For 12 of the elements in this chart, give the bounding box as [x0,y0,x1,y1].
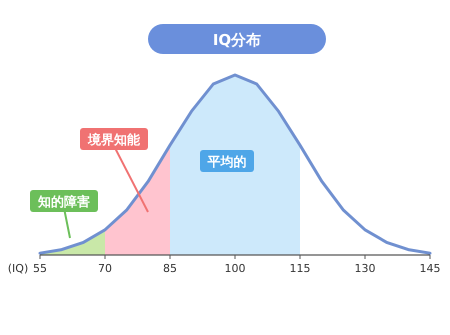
x-tick-label: 100 [224,262,246,275]
x-tick-label: 85 [163,262,177,275]
x-tick-label: 130 [354,262,376,275]
band-label: 平均的 [206,155,246,170]
x-tick-label: 70 [98,262,112,275]
x-tick-label: 115 [290,262,310,275]
band-label: 境界知能 [87,132,141,148]
x-tick-label: 55 [33,262,47,275]
chart-title: IQ分布 [212,31,262,49]
band-label: 知的障害 [37,194,90,210]
x-tick-label: 145 [420,262,440,275]
x-axis-title: (IQ) [8,262,28,275]
